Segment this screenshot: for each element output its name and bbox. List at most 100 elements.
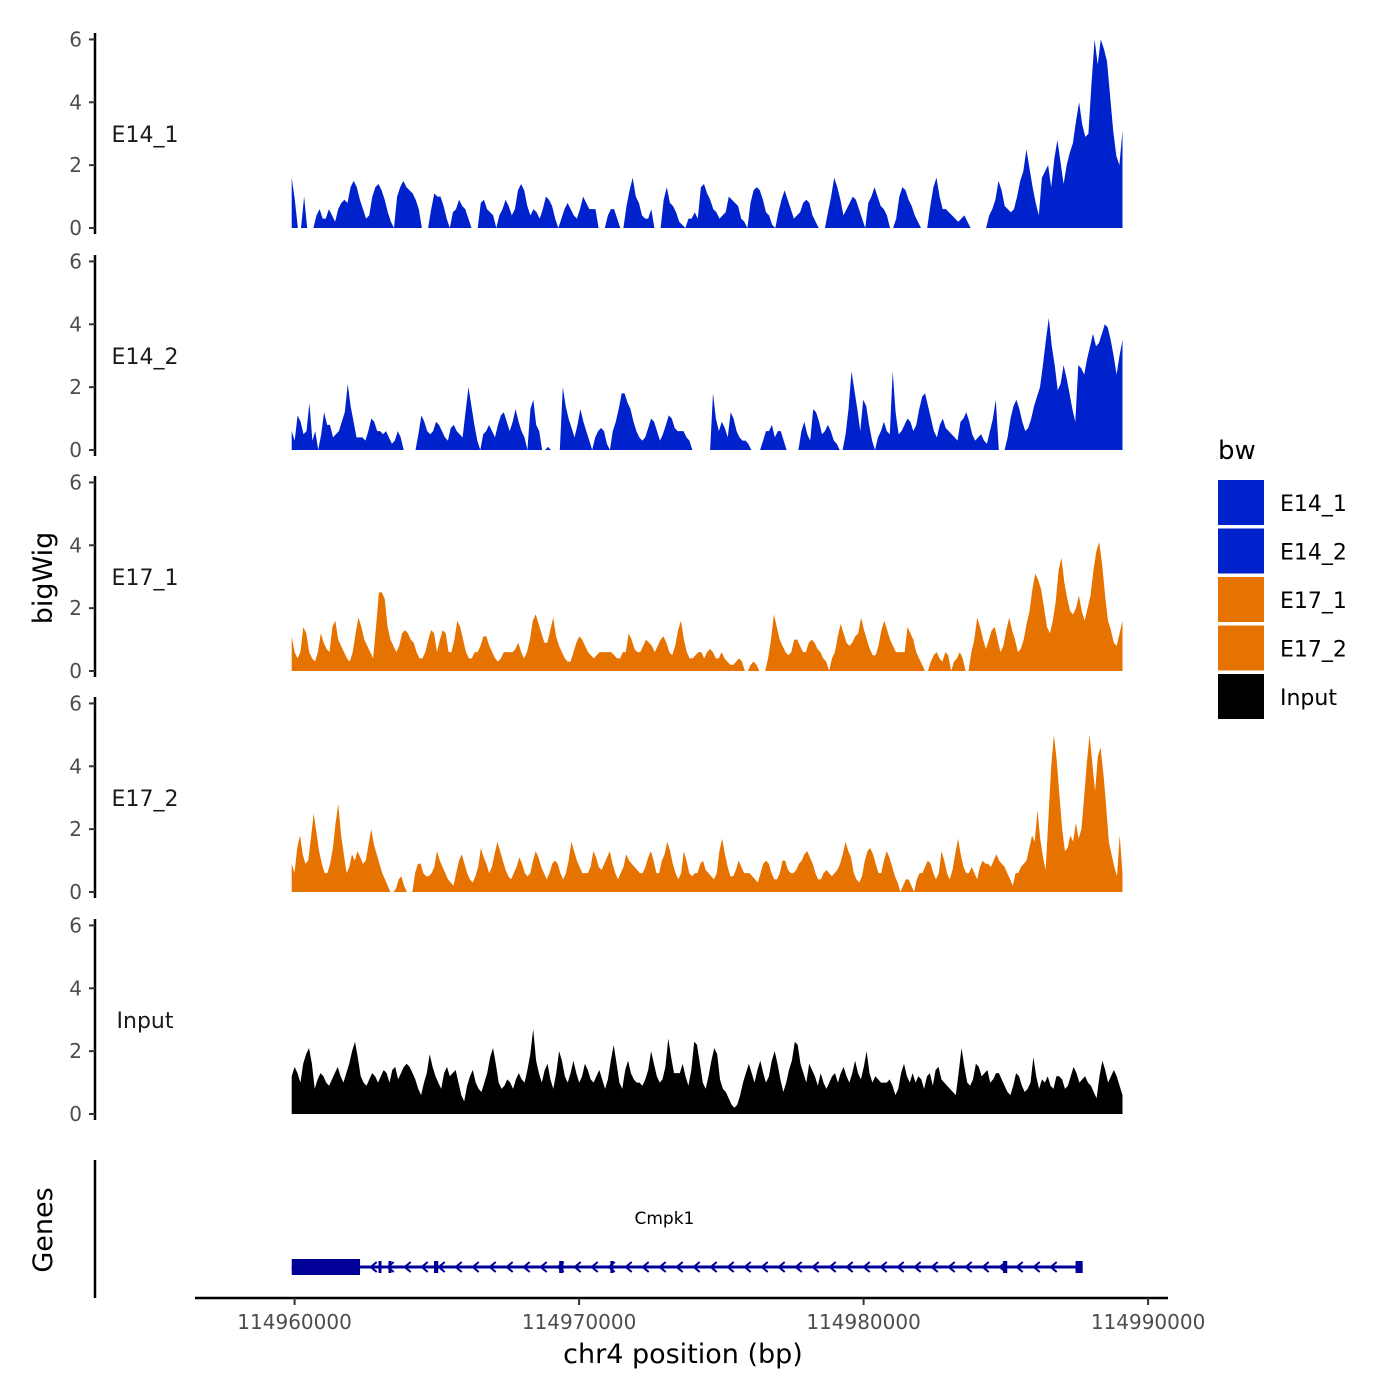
y-tick-label: 2 xyxy=(69,817,82,841)
legend-swatch xyxy=(1218,625,1264,671)
gene-exon xyxy=(388,1261,392,1273)
y-tick-label: 0 xyxy=(69,880,82,904)
strand-arrow xyxy=(879,1261,888,1273)
legend-item: E17_1 xyxy=(1218,577,1347,622)
legend-swatch xyxy=(1218,674,1264,719)
strand-arrow xyxy=(930,1261,939,1273)
track-label: E14_1 xyxy=(112,123,179,148)
y-tick-label: 6 xyxy=(69,470,82,494)
legend-swatch xyxy=(1218,577,1264,622)
coverage-area-e17-1 xyxy=(291,542,1123,671)
y-tick-label: 0 xyxy=(69,438,82,462)
track-e17-1: 0 2 4 6 E17_1 xyxy=(69,470,1123,683)
gene-exon xyxy=(1002,1261,1008,1273)
legend: bw E14_1 E14_2 E17_1 E17_2 Input xyxy=(1218,436,1347,719)
strand-arrow xyxy=(692,1261,701,1273)
track-e17-2: 0 2 4 6 E17_2 xyxy=(69,691,1123,904)
strand-arrow xyxy=(964,1261,973,1273)
strand-arrow xyxy=(777,1261,786,1273)
coverage-area-input xyxy=(291,1029,1123,1114)
gene-exon xyxy=(378,1261,382,1273)
coverage-area-e14-1 xyxy=(291,39,1123,229)
y-tick-label: 6 xyxy=(69,27,82,51)
coverage-tracks: 0 2 4 6 E14_1 0 2 4 6 E14_2 0 2 4 6 E17_1 0 2 4 6 E17_2 0 2 4 6… xyxy=(69,27,1123,1126)
strand-arrow xyxy=(862,1261,871,1273)
strand-arrow xyxy=(896,1261,905,1273)
y-tick-label: 2 xyxy=(69,596,82,620)
strand-arrow xyxy=(420,1261,429,1273)
strand-arrow xyxy=(794,1261,803,1273)
y-tick-label: 0 xyxy=(69,1102,82,1126)
legend-label: Input xyxy=(1280,686,1337,711)
coverage-area-e14-2 xyxy=(291,318,1123,450)
strand-arrow xyxy=(386,1261,395,1273)
strand-arrow xyxy=(573,1261,582,1273)
x-axis-title: chr4 position (bp) xyxy=(563,1339,803,1370)
legend-title: bw xyxy=(1218,436,1256,466)
gene-exon xyxy=(559,1261,564,1273)
strand-arrow xyxy=(675,1261,684,1273)
y-tick-label: 2 xyxy=(69,153,82,177)
y-tick-label: 2 xyxy=(69,375,82,399)
track-e14-1: 0 2 4 6 E14_1 xyxy=(69,27,1123,240)
strand-arrow xyxy=(743,1261,752,1273)
strand-arrow xyxy=(624,1261,633,1273)
strand-arrow xyxy=(658,1261,667,1273)
strand-arrow xyxy=(590,1261,599,1273)
strand-arrow xyxy=(369,1261,378,1273)
strand-arrow xyxy=(709,1261,718,1273)
y-tick-label: 6 xyxy=(69,249,82,273)
gene-exon xyxy=(291,1259,361,1275)
gene-exon xyxy=(1075,1261,1083,1273)
x-tick-label: 114990000 xyxy=(1091,1310,1206,1334)
strand-arrow xyxy=(811,1261,820,1273)
y-tick-label: 4 xyxy=(69,754,82,778)
strand-arrow xyxy=(522,1261,531,1273)
strand-arrow xyxy=(403,1261,412,1273)
y-tick-label: 0 xyxy=(69,659,82,683)
legend-label: E14_2 xyxy=(1280,541,1347,566)
x-tick-label: 114980000 xyxy=(806,1310,921,1334)
legend-swatch xyxy=(1218,528,1264,574)
legend-item: E14_2 xyxy=(1218,528,1347,574)
x-tick-label: 114960000 xyxy=(237,1310,352,1334)
y-axis-title: bigWig xyxy=(28,532,59,625)
strand-arrow xyxy=(488,1261,497,1273)
strand-arrow xyxy=(539,1261,548,1273)
strand-arrow xyxy=(1049,1261,1058,1273)
legend-label: E17_2 xyxy=(1280,638,1347,663)
y-tick-label: 4 xyxy=(69,976,82,1000)
legend-swatch xyxy=(1218,480,1264,525)
gene-track-title: Genes xyxy=(28,1187,59,1272)
track-e14-2: 0 2 4 6 E14_2 xyxy=(69,249,1123,462)
strand-arrow xyxy=(981,1261,990,1273)
strand-arrow xyxy=(505,1261,514,1273)
gene-exon xyxy=(610,1261,614,1273)
strand-arrow xyxy=(845,1261,854,1273)
legend-item: E17_2 xyxy=(1218,625,1347,671)
y-tick-label: 4 xyxy=(69,533,82,557)
strand-arrow xyxy=(641,1261,650,1273)
coverage-area-e17-2 xyxy=(291,734,1123,892)
y-tick-label: 2 xyxy=(69,1039,82,1063)
legend-label: E14_1 xyxy=(1280,492,1347,517)
y-tick-label: 4 xyxy=(69,312,82,336)
track-label: E17_2 xyxy=(112,787,179,812)
y-tick-label: 6 xyxy=(69,913,82,937)
y-tick-label: 0 xyxy=(69,216,82,240)
track-label: E17_1 xyxy=(112,566,179,591)
x-axis: 114960000 114970000 114980000 114990000 xyxy=(195,1296,1206,1334)
strand-arrow xyxy=(828,1261,837,1273)
strand-arrow xyxy=(1032,1261,1041,1273)
gene-exon xyxy=(433,1261,439,1273)
x-tick-label: 114970000 xyxy=(522,1310,637,1334)
strand-arrow xyxy=(471,1261,480,1273)
legend-item: Input xyxy=(1218,674,1337,719)
legend-item: E14_1 xyxy=(1218,480,1347,525)
gene-name-label: Cmpk1 xyxy=(634,1209,694,1229)
y-tick-label: 6 xyxy=(69,691,82,715)
strand-arrow xyxy=(726,1261,735,1273)
legend-label: E17_1 xyxy=(1280,589,1347,614)
